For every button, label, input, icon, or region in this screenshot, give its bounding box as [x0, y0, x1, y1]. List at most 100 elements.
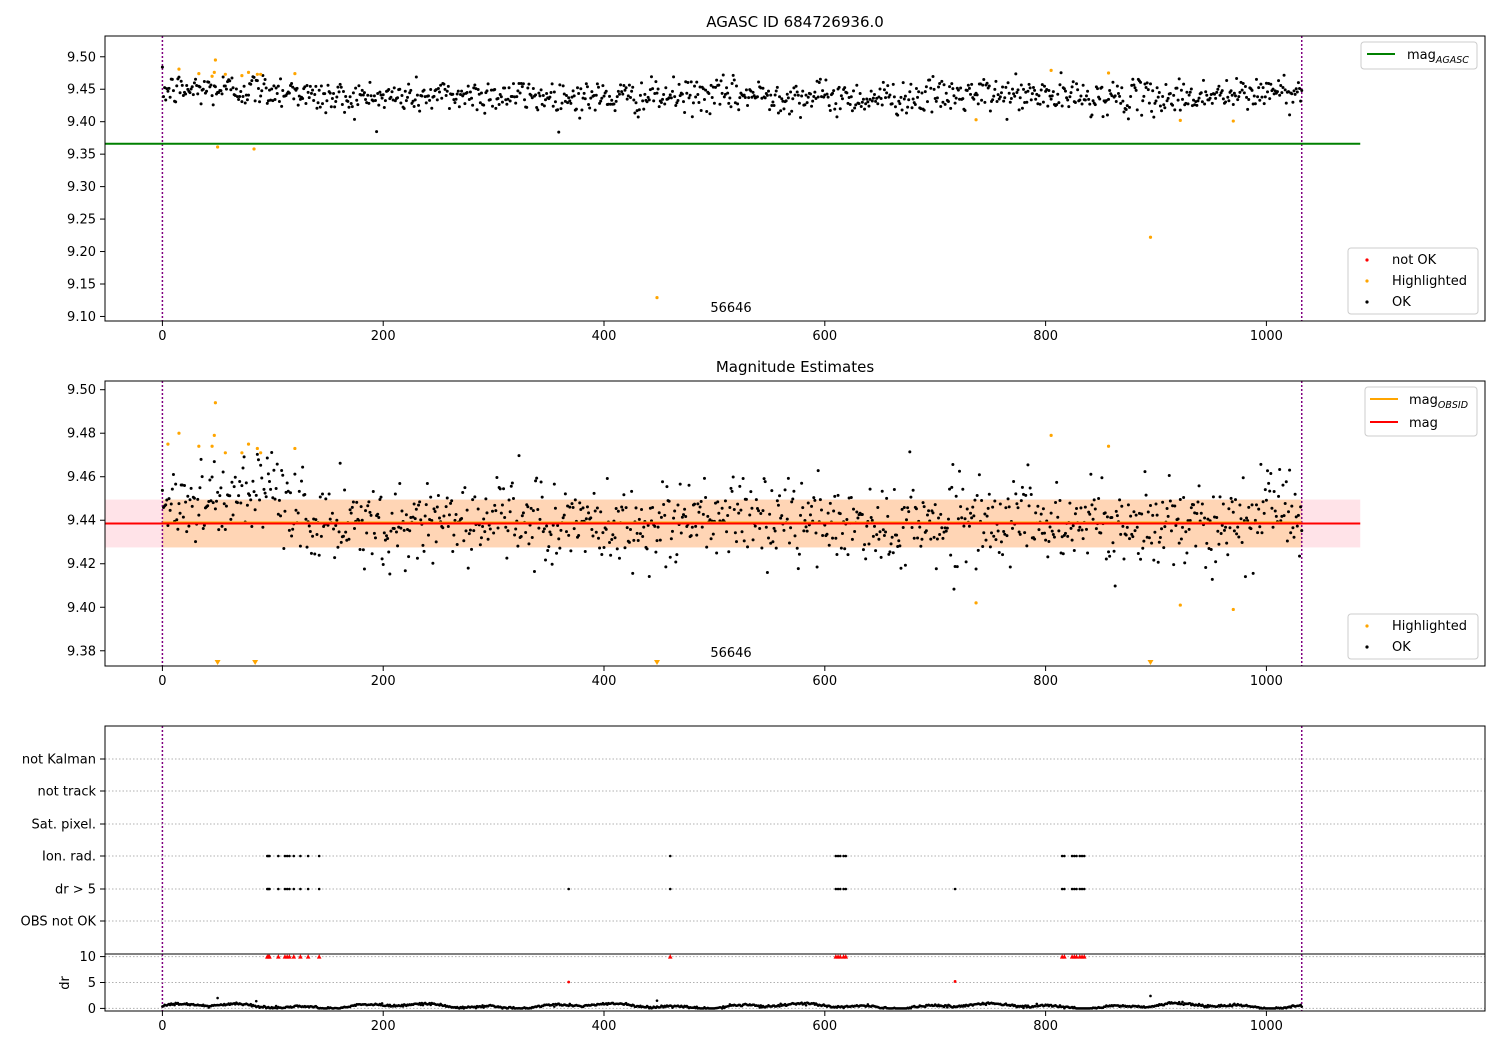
p2-ytick-label: 9.44 — [67, 514, 96, 529]
p2-ok-point — [899, 566, 903, 570]
p1-ok-point — [1204, 90, 1208, 94]
p1-ok-point — [615, 95, 619, 99]
p1-ok-point — [614, 99, 618, 103]
p1-ok-point — [256, 87, 260, 91]
p2-highlighted-point — [197, 444, 201, 448]
p1-ok-point — [1188, 90, 1192, 94]
dr-point — [380, 1002, 384, 1005]
p1-ok-point — [951, 87, 955, 91]
p1-ok-point — [858, 92, 862, 96]
p1-ytick-label: 9.40 — [67, 115, 96, 130]
p2-ok-point — [369, 513, 373, 517]
p2-ok-point — [519, 535, 523, 539]
p1-ok-point — [950, 82, 954, 86]
p1-ok-point — [637, 108, 641, 112]
p1-ok-point — [1234, 94, 1237, 98]
p1-ok-point — [928, 78, 932, 82]
p1-ok-point — [1284, 101, 1288, 105]
p1-ok-point — [189, 87, 193, 91]
p2-ok-point — [255, 452, 259, 456]
ion-rad-flag-point — [834, 854, 838, 858]
p2-ok-point — [1292, 535, 1296, 539]
p1-ytick-label: 9.30 — [67, 180, 96, 195]
p2-ok-point — [622, 493, 626, 497]
p2-ok-point — [277, 498, 281, 502]
p2-ok-point — [982, 531, 986, 535]
p2-ok-point — [1256, 531, 1260, 535]
p2-ok-point — [1047, 540, 1051, 544]
dr5-flag-point — [306, 887, 310, 891]
p2-ok-point — [563, 492, 567, 496]
p1-highlighted-point — [1106, 71, 1111, 75]
p2-ok-point — [361, 548, 365, 552]
p1-ok-point — [1029, 98, 1033, 102]
p2-ok-point — [832, 509, 836, 513]
p1-ok-point — [276, 84, 280, 88]
p1-ok-point — [733, 101, 737, 105]
p1-ok-point — [1176, 98, 1180, 102]
p1-ok-point — [560, 101, 564, 105]
p1-ok-point — [702, 97, 706, 101]
p1-ok-point — [234, 87, 238, 91]
p1-ok-point — [175, 84, 179, 88]
p1-ok-point — [834, 102, 838, 106]
p1-ok-point — [694, 95, 698, 99]
p2-ok-point — [902, 506, 906, 509]
p1-ok-point — [1031, 86, 1035, 90]
p1-ok-point — [1019, 83, 1023, 87]
p1-ok-point — [265, 101, 269, 105]
p1-ok-point — [255, 79, 259, 83]
p1-ok-point — [541, 94, 545, 98]
p1-ok-point — [999, 91, 1003, 95]
p2-ok-point — [732, 507, 736, 511]
p2-ok-point — [645, 547, 649, 551]
p1-ok-point — [167, 86, 171, 90]
p2-ok-point — [755, 507, 759, 511]
p2-ok-point — [875, 533, 879, 537]
p2-ok-point — [964, 560, 968, 564]
p1-ok-point — [917, 90, 921, 94]
p1-ytick-label: 9.35 — [67, 148, 96, 163]
p1-ok-point — [941, 100, 945, 104]
p2-ok-point — [1210, 577, 1214, 581]
p2-ok-point — [608, 540, 612, 544]
p2-ok-point — [319, 534, 323, 538]
p1-ok-point — [909, 82, 913, 86]
p2-ok-point — [682, 513, 685, 517]
p1-ok-point — [408, 91, 412, 95]
p2-ok-point — [196, 497, 200, 501]
p1-ok-point — [881, 80, 885, 84]
p1-ok-point — [525, 105, 529, 109]
p2-ok-point — [591, 534, 595, 538]
p1-ok-point — [523, 98, 527, 102]
p1-highlighted-point — [1148, 235, 1153, 239]
p1-ok-point — [943, 102, 947, 106]
p2-ok-point — [776, 503, 780, 507]
p2-ok-point — [1157, 540, 1161, 544]
p1-ok-point — [1111, 80, 1115, 84]
p1-ok-point — [808, 92, 812, 96]
dr-capped-marker — [667, 954, 673, 959]
p1-highlighted-point — [246, 70, 251, 74]
p1-ok-point — [659, 101, 663, 105]
legend-highlighted-marker — [1365, 279, 1369, 283]
p1-ok-point — [678, 94, 682, 98]
p1-ok-point — [902, 97, 906, 101]
p2-ok-point — [208, 478, 212, 482]
p1-ok-point — [460, 89, 464, 93]
p1-ok-point — [970, 82, 974, 86]
p2-ok-point — [1124, 533, 1128, 537]
panel2-line-legend: magOBSID mag — [1364, 386, 1478, 437]
p2-ok-point — [366, 504, 370, 508]
dr-red-point — [567, 980, 571, 984]
p2-ok-point — [1154, 502, 1158, 506]
p1-ok-point — [500, 100, 504, 104]
p1-ok-point — [1291, 100, 1295, 104]
p2-ok-point — [536, 508, 540, 511]
p1-ok-point — [1006, 81, 1010, 85]
p2-ok-point — [1230, 500, 1234, 504]
p2-ok-point — [304, 517, 308, 521]
dr-axis-label: dr — [58, 976, 73, 990]
p2-ok-point — [1089, 472, 1093, 476]
